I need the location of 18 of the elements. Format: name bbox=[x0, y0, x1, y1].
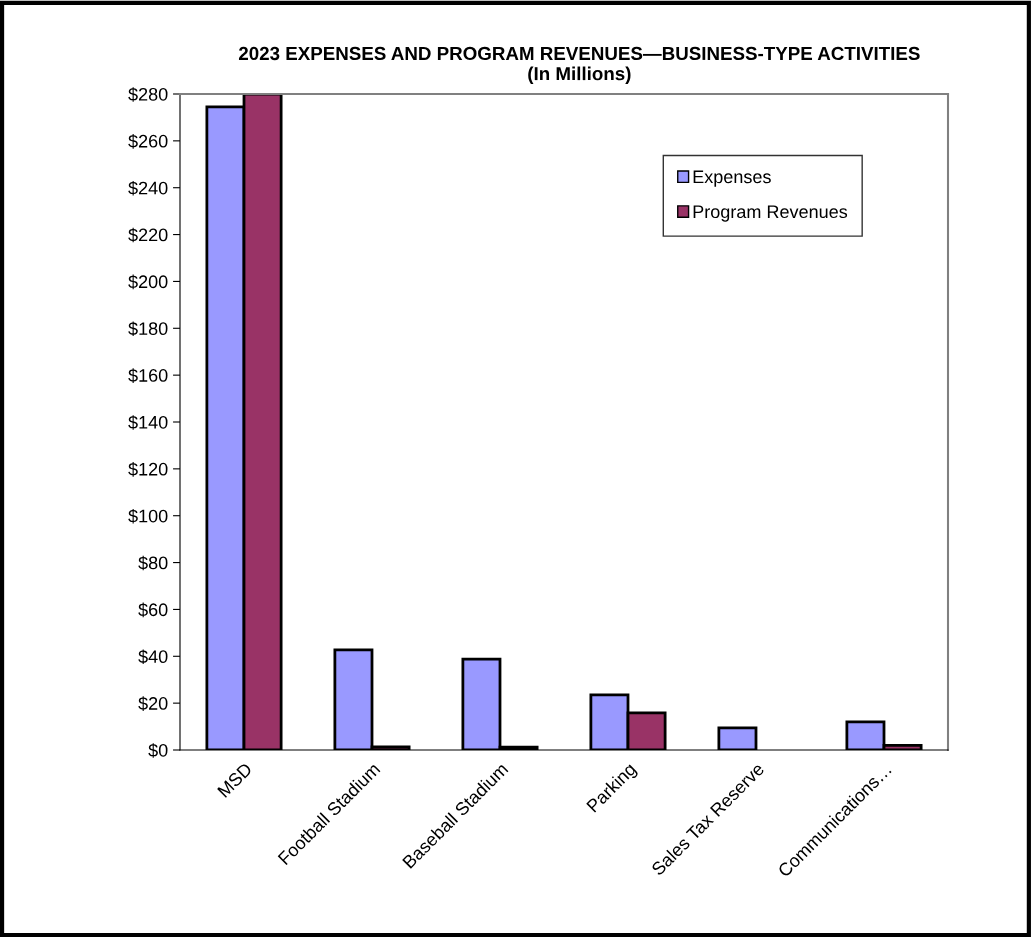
chart-title: 2023 EXPENSES AND PROGRAM REVENUES—BUSINESS-TYPE ACTIVITIES (In Millions) bbox=[238, 46, 920, 84]
legend-label: Expenses bbox=[693, 170, 771, 187]
y-tick-label: $180 bbox=[128, 321, 168, 337]
y-tick-label: $220 bbox=[128, 227, 168, 243]
y-tick-label: $40 bbox=[138, 649, 168, 665]
y-tick-label: $260 bbox=[128, 134, 168, 149]
y-tick-label: $160 bbox=[128, 368, 168, 383]
legend-label: Program Revenues bbox=[693, 205, 848, 222]
y-tick-label: $140 bbox=[128, 415, 168, 430]
y-tick-label: $240 bbox=[128, 180, 168, 196]
y-tick-label: $120 bbox=[128, 462, 168, 477]
y-tick-label: $20 bbox=[138, 696, 168, 711]
y-tick-label: $200 bbox=[128, 274, 168, 290]
y-tick-label: $280 bbox=[128, 87, 168, 102]
y-tick-label: $60 bbox=[138, 602, 168, 618]
y-tick-label: $0 bbox=[148, 743, 168, 758]
y-tick-label: $80 bbox=[138, 555, 168, 571]
y-tick-label: $100 bbox=[128, 508, 168, 524]
